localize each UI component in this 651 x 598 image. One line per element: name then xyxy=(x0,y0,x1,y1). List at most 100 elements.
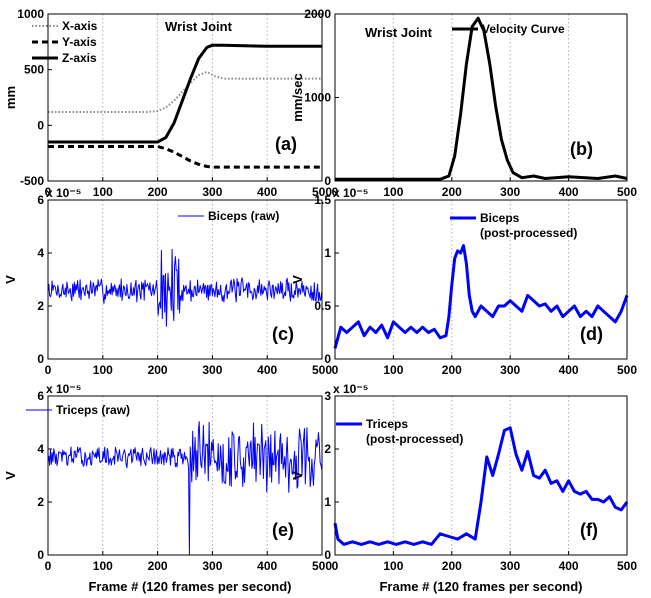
y-tick-label-b: 1000 xyxy=(304,91,331,105)
y-exponent-label-e: x 10⁻⁵ xyxy=(46,382,81,396)
series-line-d-0 xyxy=(333,244,629,349)
chart-title-b: Wrist Joint xyxy=(365,25,433,40)
y-tick-label-b: 0 xyxy=(324,174,331,188)
y-axis-label-f: V xyxy=(290,471,305,480)
x-tick-label-b: 0 xyxy=(332,185,339,199)
legend-label-f-0: Triceps xyxy=(366,417,408,431)
axis-box-c xyxy=(47,199,323,360)
x-tick-label-a: 200 xyxy=(148,185,168,199)
x-tick-label-c: 300 xyxy=(202,363,222,377)
y-tick-label-e: 0 xyxy=(37,548,44,562)
x-tick-label-b: 300 xyxy=(500,185,520,199)
series-line-c-0 xyxy=(47,248,323,327)
y-tick-label-a: 0 xyxy=(37,118,44,132)
y-axis-label-d: V xyxy=(290,275,305,284)
x-tick-label-e: 300 xyxy=(202,559,222,573)
x-tick-label-c: 200 xyxy=(148,363,168,377)
x-tick-label-a: 400 xyxy=(257,185,277,199)
legend-label-e-0: Triceps (raw) xyxy=(56,403,130,417)
x-tick-label-b: 500 xyxy=(617,185,637,199)
x-tick-label-e: 200 xyxy=(148,559,168,573)
x-tick-label-d: 300 xyxy=(500,363,520,377)
panel-label-f: (f) xyxy=(580,520,598,540)
x-tick-label-e: 0 xyxy=(45,559,52,573)
y-axis-label-b: mm/sec xyxy=(290,73,305,121)
x-tick-label-b: 100 xyxy=(383,185,403,199)
y-exponent-label-c: x 10⁻⁵ xyxy=(46,186,81,200)
panel-label-c: (c) xyxy=(272,324,294,344)
panel-label-e: (e) xyxy=(272,520,294,540)
axis-box-a xyxy=(47,13,323,182)
axis-box-e xyxy=(47,395,323,556)
x-tick-label-a: 500 xyxy=(312,185,332,199)
y-tick-label-d: 0 xyxy=(324,352,331,366)
y-tick-label-f: 1 xyxy=(324,495,331,509)
y-tick-label-a: 500 xyxy=(24,63,44,77)
y-tick-label-c: 6 xyxy=(37,193,44,207)
series-line-e-0 xyxy=(47,421,323,556)
x-tick-label-f: 200 xyxy=(442,559,462,573)
x-tick-label-f: 100 xyxy=(383,559,403,573)
x-tick-label-f: 500 xyxy=(617,559,637,573)
x-tick-label-e: 400 xyxy=(257,559,277,573)
x-tick-label-c: 500 xyxy=(312,363,332,377)
legend-label-a-0: X-axis xyxy=(62,19,98,33)
x-tick-label-c: 400 xyxy=(257,363,277,377)
y-tick-label-c: 0 xyxy=(37,352,44,366)
y-tick-label-d: 1 xyxy=(324,246,331,260)
y-tick-label-e: 6 xyxy=(37,389,44,403)
y-tick-label-a: 1000 xyxy=(17,7,44,21)
y-tick-label-f: 2 xyxy=(324,442,331,456)
series-line-b-0 xyxy=(335,16,628,181)
x-tick-label-a: 0 xyxy=(45,185,52,199)
x-tick-label-d: 400 xyxy=(559,363,579,377)
legend-label-c-0: Biceps (raw) xyxy=(208,209,279,223)
y-axis-label-c: V xyxy=(3,275,18,284)
legend-label-d-0: (post-processed) xyxy=(480,226,577,240)
legend-label-f-0: (post-processed) xyxy=(366,432,463,446)
panel-label-a: (a) xyxy=(275,134,297,154)
x-axis-label-left: Frame # (120 frames per second) xyxy=(88,579,291,594)
y-tick-label-f: 3 xyxy=(324,389,331,403)
y-exponent-label-f: x 10⁻⁵ xyxy=(333,382,368,396)
y-tick-label-e: 2 xyxy=(37,495,44,509)
legend-label-a-2: Z-axis xyxy=(62,51,97,65)
y-tick-label-b: 2000 xyxy=(304,7,331,21)
y-exponent-label-d: x 10⁻⁵ xyxy=(333,186,368,200)
legend-label-a-1: Y-axis xyxy=(62,35,97,49)
x-tick-label-d: 0 xyxy=(332,363,339,377)
axis-box-f xyxy=(334,395,628,556)
legend-label-d-0: Biceps xyxy=(480,211,520,225)
x-tick-label-f: 300 xyxy=(500,559,520,573)
legend-label-b-0: Velocity Curve xyxy=(482,22,565,36)
axis-box-d xyxy=(334,199,628,360)
y-tick-label-d: 1.5 xyxy=(314,193,331,207)
series-line-f-0 xyxy=(333,426,629,546)
x-tick-label-c: 100 xyxy=(93,363,113,377)
x-tick-label-b: 200 xyxy=(442,185,462,199)
y-tick-label-e: 4 xyxy=(37,442,44,456)
x-tick-label-f: 400 xyxy=(559,559,579,573)
y-tick-label-d: 0.5 xyxy=(314,299,331,313)
x-tick-label-d: 100 xyxy=(383,363,403,377)
series-line-a-2 xyxy=(48,43,322,144)
x-tick-label-e: 500 xyxy=(312,559,332,573)
y-axis-label-e: V xyxy=(3,471,18,480)
y-tick-label-c: 4 xyxy=(37,246,44,260)
series-line-a-0 xyxy=(48,70,322,113)
series-line-a-1 xyxy=(48,145,322,169)
panel-label-b: (b) xyxy=(570,139,593,159)
y-axis-label-a: mm xyxy=(3,86,18,109)
x-axis-label-right: Frame # (120 frames per second) xyxy=(379,579,582,594)
x-tick-label-d: 500 xyxy=(617,363,637,377)
panel-label-d: (d) xyxy=(580,324,603,344)
x-tick-label-f: 0 xyxy=(332,559,339,573)
x-tick-label-a: 300 xyxy=(202,185,222,199)
y-tick-label-c: 2 xyxy=(37,299,44,313)
x-tick-label-a: 100 xyxy=(93,185,113,199)
y-tick-label-a: -500 xyxy=(20,174,44,188)
x-tick-label-d: 200 xyxy=(442,363,462,377)
x-tick-label-c: 0 xyxy=(45,363,52,377)
chart-title-a: Wrist Joint xyxy=(165,19,233,34)
